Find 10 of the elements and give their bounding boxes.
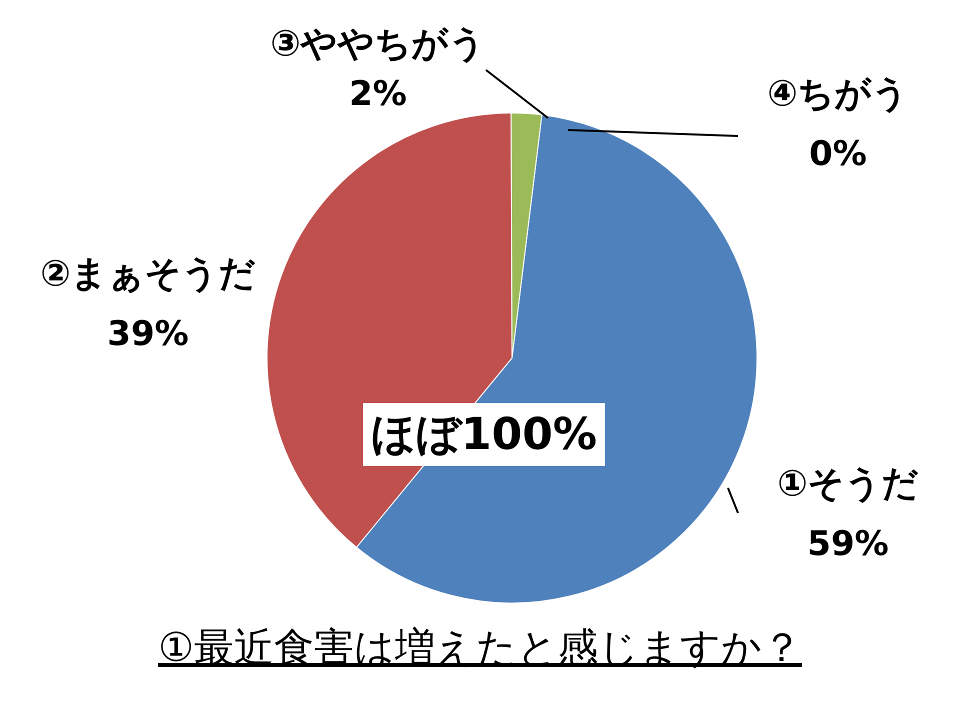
data-label: 59% [807,524,889,564]
text: ①最近食害は増えたと感じますか？ [157,624,803,673]
data-label: 2% [349,74,407,114]
slice-label: ②まぁそうだ [40,254,256,295]
text: 0% [809,134,867,174]
data-label: 39% [107,314,189,354]
category-label: ④ちがう [767,74,909,115]
slice-label: ①そうだ [777,464,919,505]
text: ほぼ100% [363,403,605,466]
slice-label: ③ややちがう [270,24,486,65]
